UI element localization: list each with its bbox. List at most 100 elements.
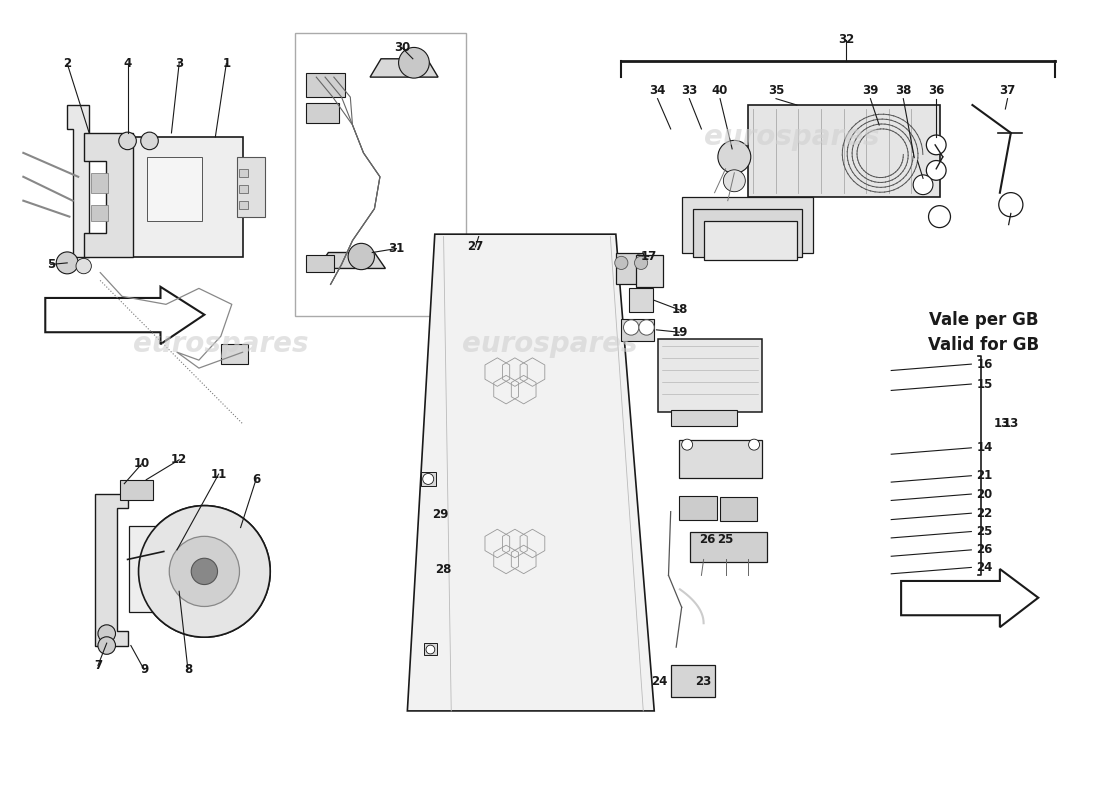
Bar (658, 338, 762, 412)
Text: 21: 21 (977, 470, 992, 482)
Text: 25: 25 (977, 525, 992, 538)
Circle shape (173, 547, 186, 561)
Bar (240, 169, 249, 177)
Text: 20: 20 (977, 487, 992, 501)
Text: 35: 35 (768, 84, 784, 97)
Text: 16: 16 (977, 358, 992, 370)
Circle shape (348, 243, 374, 270)
Circle shape (56, 252, 78, 274)
Text: 18: 18 (671, 303, 688, 317)
Circle shape (191, 558, 218, 585)
Circle shape (191, 558, 218, 585)
Bar (636, 255, 663, 286)
Bar (693, 209, 802, 257)
Text: 38: 38 (895, 84, 912, 97)
Circle shape (724, 170, 746, 192)
Circle shape (169, 536, 240, 606)
Bar (240, 185, 249, 193)
Text: 8: 8 (184, 663, 192, 676)
Text: 34: 34 (649, 84, 666, 97)
Circle shape (639, 320, 654, 335)
Bar (147, 157, 202, 221)
Bar (682, 197, 813, 253)
Bar (296, 34, 465, 316)
Text: 4: 4 (123, 57, 132, 70)
Circle shape (139, 506, 271, 637)
Circle shape (928, 206, 950, 228)
Bar (163, 546, 179, 563)
Text: 10: 10 (134, 458, 150, 470)
Polygon shape (84, 133, 133, 257)
Circle shape (682, 439, 693, 450)
Polygon shape (67, 105, 89, 257)
Text: 36: 36 (928, 84, 945, 97)
Bar (129, 526, 224, 612)
Text: 12: 12 (170, 454, 187, 466)
Polygon shape (95, 494, 128, 646)
Bar (307, 255, 333, 273)
Text: 7: 7 (94, 659, 102, 672)
Circle shape (624, 320, 639, 335)
Bar (671, 410, 737, 426)
Circle shape (98, 637, 116, 654)
Text: 23: 23 (695, 675, 712, 688)
Text: 11: 11 (210, 468, 227, 481)
Circle shape (615, 256, 628, 270)
Bar (691, 531, 767, 562)
Text: 26: 26 (977, 543, 992, 556)
Text: 40: 40 (712, 84, 728, 97)
Circle shape (926, 161, 946, 180)
Polygon shape (45, 286, 205, 344)
Text: 32: 32 (838, 33, 855, 46)
Circle shape (98, 625, 116, 642)
Text: 31: 31 (388, 242, 405, 255)
Bar (680, 496, 717, 519)
Circle shape (426, 645, 434, 654)
Polygon shape (407, 234, 654, 711)
Bar (671, 665, 715, 697)
Bar (133, 137, 243, 257)
Bar (91, 173, 108, 193)
Bar (680, 440, 762, 478)
Text: eurospares: eurospares (133, 330, 309, 358)
Text: 29: 29 (432, 507, 449, 521)
Polygon shape (370, 58, 438, 77)
Bar (307, 103, 339, 123)
Circle shape (926, 135, 946, 154)
Bar (120, 480, 153, 500)
Text: 5: 5 (46, 258, 55, 271)
Bar (240, 201, 249, 209)
Text: Vale per GB
Valid for GB: Vale per GB Valid for GB (927, 310, 1040, 354)
Text: 27: 27 (468, 241, 484, 254)
Text: 13: 13 (1003, 418, 1019, 430)
Polygon shape (318, 253, 385, 269)
Text: 17: 17 (640, 250, 657, 263)
Bar (748, 105, 939, 197)
Text: 30: 30 (394, 41, 410, 54)
Circle shape (223, 582, 236, 595)
Circle shape (139, 506, 271, 637)
Circle shape (141, 132, 158, 150)
Text: 9: 9 (140, 663, 148, 676)
Text: eurospares: eurospares (462, 330, 638, 358)
Text: 2: 2 (63, 57, 72, 70)
Text: 33: 33 (681, 84, 697, 97)
Polygon shape (901, 569, 1038, 627)
Text: 39: 39 (862, 84, 879, 97)
Bar (720, 498, 758, 521)
Text: 13: 13 (994, 418, 1010, 430)
Bar (616, 253, 644, 285)
Circle shape (749, 439, 760, 450)
Circle shape (913, 175, 933, 194)
Text: 37: 37 (1000, 84, 1015, 97)
Bar (238, 157, 265, 217)
Circle shape (169, 536, 240, 606)
Text: 24: 24 (651, 675, 668, 688)
Bar (704, 221, 796, 261)
Bar (91, 205, 108, 221)
Circle shape (718, 141, 751, 174)
Circle shape (422, 474, 433, 485)
Text: 26: 26 (698, 533, 715, 546)
Text: 28: 28 (436, 562, 452, 575)
Bar (621, 318, 654, 341)
